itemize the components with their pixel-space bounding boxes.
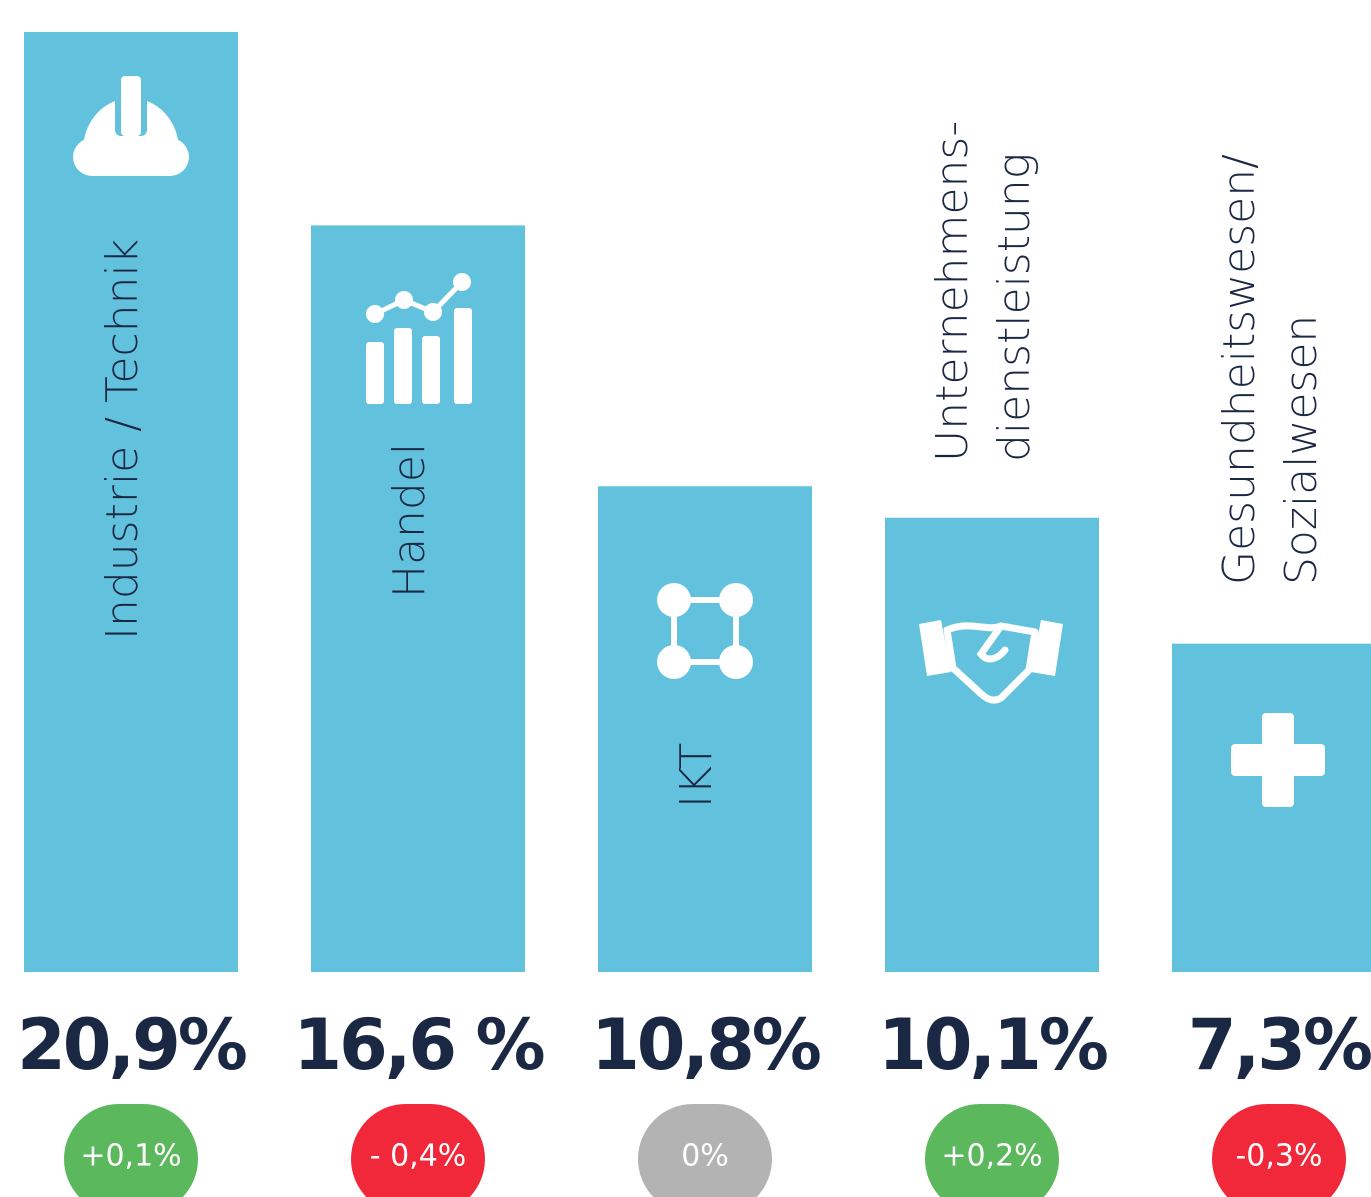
icons (73, 76, 1325, 807)
category-label: dienstleistung (989, 153, 1040, 462)
bar (1172, 643, 1371, 972)
category-label: Industrie / Technik (97, 239, 148, 640)
category-label: IKT (671, 743, 722, 808)
value-label: 10,1% (878, 1004, 1107, 1086)
chart-icon (366, 273, 472, 404)
category-label: Sozialwesen (1276, 315, 1327, 585)
handshake-icon (919, 620, 1063, 704)
category-label: Gesundheitswesen/ (1214, 154, 1265, 585)
bar (885, 517, 1099, 972)
bar (311, 225, 525, 973)
category-label: Unternehmens- (927, 121, 978, 462)
category-label: Handel (384, 443, 435, 598)
change-label: +0,1% (80, 1139, 181, 1174)
value-label: 7,3% (1188, 1004, 1371, 1086)
change-label: +0,2% (941, 1139, 1042, 1174)
labels: Industrie / Technik 20,9% +0,1% Handel 16,6 … (17, 121, 1371, 1197)
change-label: - 0,4% (370, 1139, 467, 1174)
change-badge (351, 1104, 485, 1197)
bars (24, 32, 1371, 973)
change-badge (638, 1104, 772, 1197)
value-label: 16,6 % (293, 1004, 543, 1086)
helmet-icon (73, 76, 189, 176)
value-label: 10,8% (591, 1004, 820, 1086)
change-badge (64, 1104, 198, 1197)
change-label: 0% (681, 1139, 729, 1174)
change-badge (925, 1104, 1059, 1197)
value-label: 20,9% (17, 1004, 246, 1086)
change-label: -0,3% (1235, 1139, 1322, 1174)
change-badge (1212, 1104, 1346, 1197)
bar (24, 32, 238, 972)
network-icon (657, 583, 753, 679)
bar (598, 486, 812, 972)
cross-icon (1231, 713, 1325, 807)
